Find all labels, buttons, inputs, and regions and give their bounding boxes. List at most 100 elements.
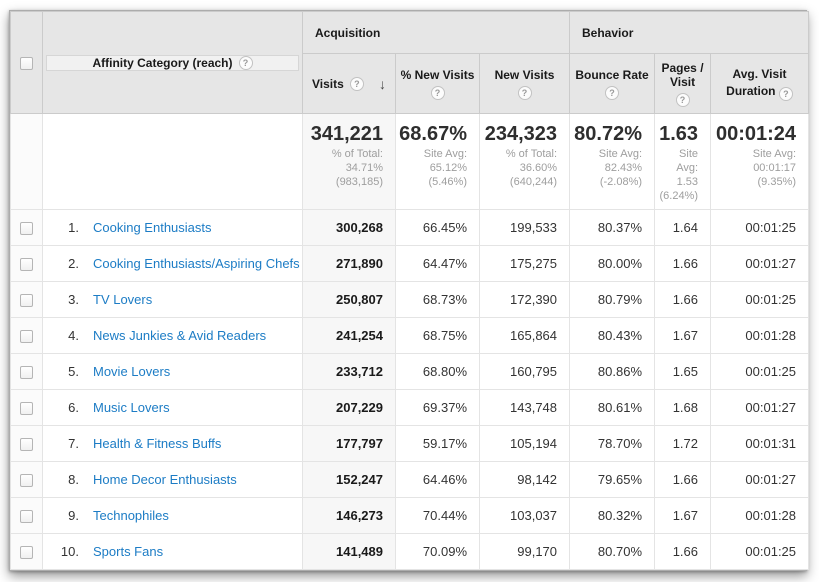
category-link[interactable]: Music Lovers [93,400,170,415]
new-visits-cell: 105,194 [478,425,571,462]
row-checkbox[interactable] [20,366,33,380]
pages-visit-label: Pages / Visit [661,60,704,89]
checkbox-cell [10,353,43,390]
category-link[interactable]: Movie Lovers [93,364,171,379]
column-header-avg-visit-duration[interactable]: Avg. Visit Duration ? [710,53,810,114]
analytics-report-table: Affinity Category (reach) ? Acquisition … [9,10,810,571]
category-cell: 9. Technophiles [42,497,303,534]
row-checkbox[interactable] [20,474,33,488]
select-all-checkbox[interactable] [20,56,33,70]
category-link[interactable]: Technophiles [93,508,169,523]
row-number: 6. [68,400,79,415]
pages-visit-cell: 1.72 [654,425,712,462]
row-number: 1. [68,220,79,235]
pages-visit-cell: 1.66 [654,245,712,282]
help-icon[interactable]: ? [605,85,620,100]
bounce-rate-cell: 80.32% [569,497,656,534]
category-link[interactable]: Sports Fans [93,544,164,559]
help-icon[interactable]: ? [675,92,690,107]
new-visits-cell: 175,275 [478,245,571,282]
summary-pages-visit-cell: 1.63 Site Avg: 1.53 (6.24%) [654,113,712,210]
help-icon[interactable]: ? [517,85,532,100]
bounce-rate-cell: 80.70% [569,533,656,570]
checkbox-cell [10,425,43,462]
pages-visit-cell: 1.68 [654,389,712,426]
bounce-rate-cell: 80.79% [569,281,656,318]
table-row: 7. Health & Fitness Buffs 177,797 59.17% … [10,425,810,462]
column-header-bounce-rate[interactable]: Bounce Rate ? [569,53,656,114]
visits-cell: 146,273 [302,497,396,534]
bounce-rate-cell: 80.61% [569,389,656,426]
avg-duration-cell: 00:01:25 [710,533,810,570]
new-visits-cell: 199,533 [478,209,571,246]
row-number: 2. [68,256,79,271]
avg-duration-cell: 00:01:27 [710,461,810,498]
pct-new-visits-cell: 64.47% [395,245,480,282]
checkbox-cell [10,461,43,498]
avg-duration-cell: 00:01:27 [710,245,810,282]
help-icon[interactable]: ? [238,55,253,70]
avg-duration-cell: 00:01:28 [710,317,810,354]
row-checkbox[interactable] [20,330,33,344]
summary-pct-new-visits-value: 68.67% [399,123,467,145]
column-header-new-visits[interactable]: New Visits ? [478,53,571,114]
checkbox-cell [10,497,43,534]
pct-new-visits-cell: 70.44% [395,497,480,534]
category-cell: 3. TV Lovers [42,281,303,318]
bounce-rate-cell: 80.37% [569,209,656,246]
visits-cell: 300,268 [302,209,396,246]
table-row: 3. TV Lovers 250,807 68.73% 172,390 80.79… [10,281,810,318]
pct-new-visits-cell: 66.45% [395,209,480,246]
sort-descending-icon[interactable]: ↓ [379,75,386,92]
pages-visit-cell: 1.66 [654,461,712,498]
column-header-row: Visits ? ↓ % New Visits ? New Visits ? [11,53,810,114]
new-visits-cell: 143,748 [478,389,571,426]
row-checkbox[interactable] [20,510,33,524]
row-checkbox[interactable] [20,222,33,236]
pages-visit-cell: 1.67 [654,317,712,354]
table-row: 4. News Junkies & Avid Readers 241,254 68… [10,317,810,354]
pages-visit-cell: 1.66 [654,533,712,570]
row-checkbox[interactable] [20,438,33,452]
pages-visit-cell: 1.64 [654,209,712,246]
category-cell: 4. News Junkies & Avid Readers [42,317,303,354]
category-cell: 5. Movie Lovers [42,353,303,390]
row-number: 5. [68,364,79,379]
row-checkbox[interactable] [20,546,33,560]
row-checkbox[interactable] [20,258,33,272]
pages-visit-cell: 1.65 [654,353,712,390]
dimension-panel: Affinity Category (reach) ? [46,54,299,71]
column-header-pages-visit[interactable]: Pages / Visit ? [654,53,712,114]
row-checkbox[interactable] [20,402,33,416]
pages-visit-cell: 1.66 [654,281,712,318]
category-link[interactable]: Home Decor Enthusiasts [93,472,237,487]
category-link[interactable]: Cooking Enthusiasts [93,220,212,235]
table-row: 8. Home Decor Enthusiasts 152,247 64.46% … [10,461,810,498]
pct-new-visits-cell: 68.73% [395,281,480,318]
help-icon[interactable]: ? [778,87,793,102]
pct-new-visits-cell: 64.46% [395,461,480,498]
category-link[interactable]: TV Lovers [93,292,153,307]
summary-visits-subtext: % of Total: 34.71% (983,185) [331,148,383,188]
new-visits-cell: 160,795 [478,353,571,390]
row-checkbox[interactable] [20,294,33,308]
visits-cell: 233,712 [302,353,396,390]
help-icon[interactable]: ? [430,85,445,100]
column-header-affinity-category[interactable]: Affinity Category (reach) ? [42,11,303,114]
new-visits-cell: 99,170 [478,533,571,570]
summary-visits-cell: 341,221 % of Total: 34.71% (983,185) [302,113,396,210]
category-link[interactable]: Cooking Enthusiasts/Aspiring Chefs [93,256,300,271]
column-header-visits[interactable]: Visits ? ↓ [302,53,396,114]
help-icon[interactable]: ? [349,76,364,91]
dimension-label: Affinity Category (reach) [92,55,233,70]
summary-avg-duration-subtext: Site Avg: 00:01:17 (9.35%) [752,148,797,188]
category-link[interactable]: News Junkies & Avid Readers [93,328,267,343]
summary-bounce-rate-value: 80.72% [574,123,643,145]
visits-cell: 271,890 [302,245,396,282]
summary-new-visits-subtext: % of Total: 36.60% (640,244) [505,148,558,188]
category-link[interactable]: Health & Fitness Buffs [93,436,222,451]
checkbox-cell [10,281,43,318]
new-visits-cell: 103,037 [478,497,571,534]
column-header-pct-new-visits[interactable]: % New Visits ? [395,53,480,114]
summary-pages-visit-value: 1.63 [659,123,699,145]
